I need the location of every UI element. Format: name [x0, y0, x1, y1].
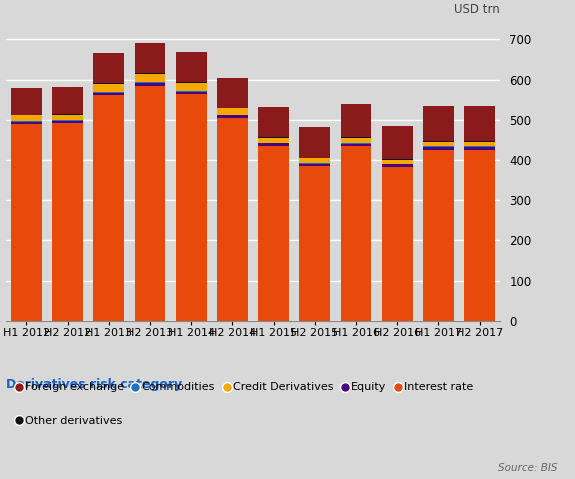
Bar — [423, 141, 454, 142]
Bar — [340, 137, 371, 138]
Bar — [464, 142, 495, 146]
Bar — [340, 146, 371, 321]
Bar — [11, 121, 42, 122]
Bar — [423, 147, 454, 149]
Bar — [300, 164, 330, 166]
Bar — [382, 167, 413, 321]
Bar — [464, 146, 495, 147]
Bar — [52, 87, 83, 114]
Text: USD trn: USD trn — [454, 3, 500, 16]
Bar — [258, 143, 289, 144]
Bar — [93, 93, 124, 95]
Bar — [176, 91, 206, 92]
Bar — [340, 104, 371, 137]
Bar — [423, 142, 454, 146]
Bar — [258, 137, 289, 138]
Bar — [217, 78, 248, 108]
Bar — [93, 95, 124, 321]
Bar — [11, 122, 42, 124]
Bar — [423, 149, 454, 321]
Bar — [52, 120, 83, 121]
Bar — [176, 94, 206, 321]
Bar — [423, 146, 454, 147]
Bar — [11, 114, 42, 115]
Bar — [340, 144, 371, 146]
Bar — [258, 146, 289, 321]
Bar — [52, 123, 83, 321]
Bar — [52, 121, 83, 123]
Bar — [423, 106, 454, 141]
Bar — [135, 86, 166, 321]
Bar — [176, 92, 206, 94]
Bar — [135, 82, 166, 83]
Bar — [382, 126, 413, 159]
Bar — [464, 106, 495, 141]
Bar — [464, 147, 495, 149]
Bar — [464, 141, 495, 142]
Bar — [382, 160, 413, 164]
Bar — [93, 53, 124, 83]
Bar — [382, 159, 413, 160]
Bar — [52, 114, 83, 120]
Bar — [217, 118, 248, 321]
Bar — [464, 149, 495, 321]
Bar — [258, 144, 289, 146]
Bar — [258, 107, 289, 137]
Bar — [300, 159, 330, 163]
Bar — [258, 138, 289, 143]
Bar — [217, 115, 248, 118]
Bar — [135, 43, 166, 73]
Bar — [135, 83, 166, 86]
Bar — [176, 83, 206, 91]
Bar — [340, 143, 371, 144]
Bar — [300, 166, 330, 321]
Bar — [382, 164, 413, 167]
Text: Derivatives risk category: Derivatives risk category — [6, 378, 182, 391]
Bar — [135, 74, 166, 82]
Bar — [300, 127, 330, 158]
Bar — [11, 124, 42, 321]
Bar — [340, 138, 371, 143]
Legend: Other derivatives: Other derivatives — [12, 411, 126, 430]
Bar — [11, 88, 42, 114]
Bar — [176, 52, 206, 82]
Bar — [176, 82, 206, 83]
Bar — [300, 163, 330, 164]
Text: Source: BIS: Source: BIS — [499, 463, 558, 473]
Bar — [300, 158, 330, 159]
Bar — [11, 115, 42, 121]
Bar — [93, 91, 124, 93]
Bar — [217, 114, 248, 115]
Bar — [135, 73, 166, 74]
Bar — [217, 108, 248, 114]
Bar — [93, 83, 124, 91]
